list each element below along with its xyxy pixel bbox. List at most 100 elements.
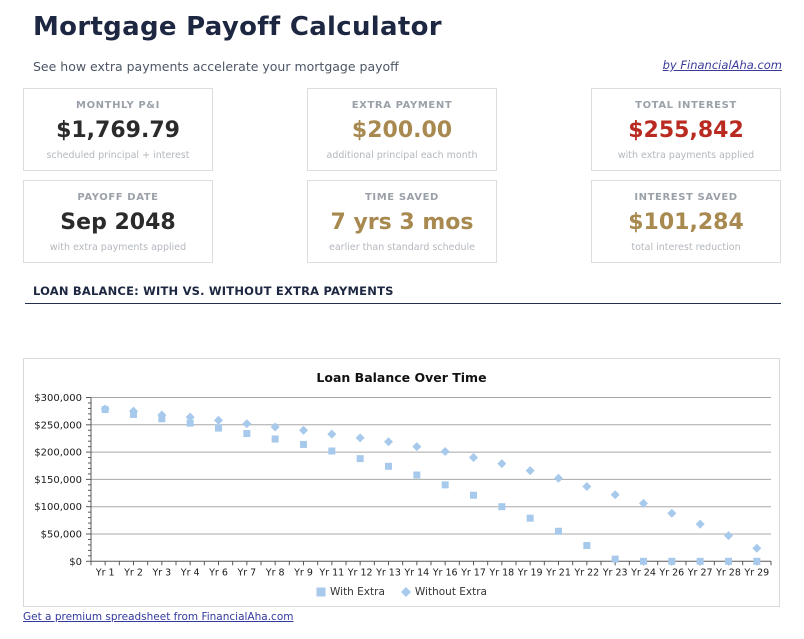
legend-item-without-extra: Without Extra — [400, 586, 487, 598]
data-point — [497, 459, 507, 469]
chart-title: Loan Balance Over Time — [316, 370, 487, 385]
stat-value: Sep 2048 — [60, 209, 176, 235]
stat-note: with extra payments applied — [49, 242, 187, 253]
x-tick-label: Yr 2 — [123, 567, 143, 578]
stat-card-total-interest: TOTAL INTEREST $255,842 with extra payme… — [591, 88, 781, 171]
x-tick-label: Yr 28 — [715, 567, 741, 578]
premium-spreadsheet-link[interactable]: Get a premium spreadsheet from Financial… — [23, 611, 294, 623]
x-tick-label: Yr 29 — [743, 567, 769, 578]
x-tick-label: Yr 6 — [208, 567, 228, 578]
x-tick-label: Yr 7 — [236, 567, 256, 578]
stat-card-time-saved: TIME SAVED 7 yrs 3 mos earlier than stan… — [307, 180, 497, 263]
x-tick-label: Yr 3 — [151, 567, 171, 578]
data-point — [469, 453, 478, 463]
legend-label: With Extra — [330, 586, 385, 598]
x-axis-labels: Yr 1 Yr 2 Yr 3 Yr 4 Yr 6 Yr 7 Yr 8 Yr 9 Yr 11 Yr … — [95, 567, 769, 578]
data-point — [384, 437, 393, 447]
x-tick-label: Yr 16 — [432, 567, 458, 578]
stat-value: $101,284 — [628, 209, 744, 235]
data-point — [583, 541, 591, 549]
stat-note: total interest reduction — [631, 242, 741, 253]
y-tick-label: $300,000 — [34, 393, 82, 404]
data-point — [186, 419, 194, 427]
y-tick-label: $0 — [69, 557, 82, 568]
square-marker-icon — [316, 587, 326, 597]
x-tick-label: Yr 26 — [658, 567, 684, 578]
stat-note: scheduled principal + interest — [46, 150, 190, 161]
y-tick-label: $250,000 — [34, 420, 82, 431]
y-tick-label: $100,000 — [34, 502, 82, 513]
data-point — [242, 419, 252, 429]
data-point — [695, 519, 705, 529]
legend-label: Without Extra — [414, 586, 487, 598]
stat-label: MONTHLY P&I — [76, 100, 160, 111]
legend-item-with-extra: With Extra — [316, 586, 385, 598]
x-tick-label: Yr 8 — [265, 567, 285, 578]
data-point — [667, 508, 677, 518]
y-axis-labels: $0 $50,000 $100,000 $150,000 $200,000 $250,00… — [34, 393, 82, 568]
data-point — [158, 415, 166, 423]
stat-label: INTEREST SAVED — [634, 192, 738, 203]
x-tick-label: Yr 13 — [375, 567, 401, 578]
data-point — [327, 429, 337, 439]
data-point — [328, 447, 336, 455]
data-point — [300, 440, 307, 448]
data-point — [270, 422, 280, 432]
data-point — [185, 412, 195, 422]
stat-note: additional principal each month — [326, 150, 478, 161]
data-point — [101, 406, 109, 414]
x-tick-label: Yr 19 — [517, 567, 543, 578]
data-point — [498, 503, 506, 511]
data-point — [752, 543, 762, 553]
x-tick-label: Yr 23 — [602, 567, 628, 578]
data-point — [385, 462, 392, 470]
diamond-marker-icon — [400, 587, 411, 597]
data-point — [668, 557, 676, 565]
stat-card-extra-payment: EXTRA PAYMENT $200.00 additional princip… — [307, 88, 497, 171]
page-subtitle: See how extra payments accelerate your m… — [33, 59, 399, 74]
series-with-extra — [101, 406, 761, 565]
x-tick-label: Yr 9 — [293, 567, 313, 578]
data-point — [555, 527, 562, 535]
data-point — [724, 531, 733, 541]
data-point — [753, 557, 761, 565]
stat-card-monthly-pi: MONTHLY P&I $1,769.79 scheduled principa… — [23, 88, 213, 171]
series-without-extra — [100, 404, 762, 553]
stat-value: $200.00 — [351, 117, 453, 143]
stats-grid: MONTHLY P&I $1,769.79 scheduled principa… — [23, 88, 781, 263]
data-point — [611, 555, 619, 563]
data-point — [355, 433, 365, 443]
data-point — [440, 447, 450, 457]
x-tick-label: Yr 27 — [687, 567, 713, 578]
byline-link[interactable]: by FinancialAha.com — [662, 58, 782, 72]
x-tick-label: Yr 17 — [460, 567, 486, 578]
stat-label: PAYOFF DATE — [77, 192, 159, 203]
data-point — [639, 498, 648, 508]
scatter-plot: $0 $50,000 $100,000 $150,000 $200,000 $250,00… — [34, 393, 772, 578]
data-point — [554, 473, 563, 483]
stat-label: TIME SAVED — [365, 192, 439, 203]
stat-card-payoff-date: PAYOFF DATE Sep 2048 with extra payments… — [23, 180, 213, 263]
stat-value: $1,769.79 — [56, 117, 180, 143]
data-point — [640, 557, 647, 565]
data-point — [696, 557, 704, 565]
x-tick-label: Yr 18 — [488, 567, 514, 578]
data-point — [582, 481, 592, 491]
data-point — [610, 490, 620, 500]
page-title: Mortgage Payoff Calculator — [33, 12, 442, 42]
stat-note: earlier than standard schedule — [329, 242, 475, 253]
gridlines — [91, 397, 771, 535]
x-tick-label: Yr 24 — [630, 567, 656, 578]
data-point — [725, 557, 732, 565]
stat-note: with extra payments applied — [617, 150, 755, 161]
x-tick-label: Yr 11 — [318, 567, 344, 578]
data-point — [441, 481, 449, 489]
x-tick-label: Yr 22 — [573, 567, 599, 578]
data-point — [525, 466, 535, 476]
x-tick-label: Yr 21 — [545, 567, 571, 578]
y-tick-label: $200,000 — [34, 448, 82, 459]
x-tick-label: Yr 4 — [180, 567, 200, 578]
data-point — [214, 415, 223, 425]
data-point — [356, 455, 364, 463]
